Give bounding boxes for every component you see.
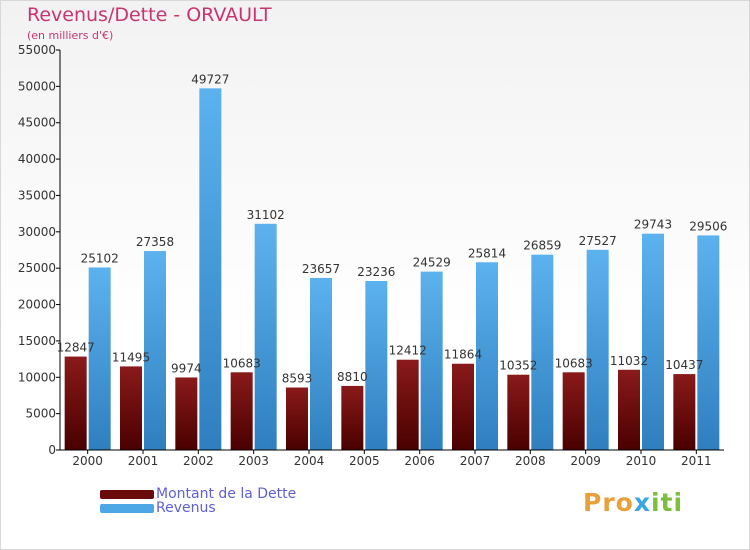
bar-revenus bbox=[586, 249, 609, 450]
data-label-dette: 10352 bbox=[499, 359, 537, 373]
bar-dette bbox=[673, 374, 696, 450]
bar-revenus bbox=[88, 267, 111, 450]
legend-swatch-dette bbox=[100, 489, 154, 499]
y-tick-label: 15000 bbox=[18, 334, 56, 348]
bar-revenus bbox=[420, 271, 443, 450]
legend-swatch-revenus bbox=[100, 503, 154, 513]
legend-label-revenus: Revenus bbox=[156, 500, 216, 516]
y-tick-label: 20000 bbox=[18, 298, 56, 312]
legend-item-dette: Montant de la Dette bbox=[100, 486, 297, 502]
x-tick-label: 2002 bbox=[183, 454, 214, 468]
proxiti-logo: Proxiti bbox=[583, 488, 684, 517]
data-label-dette: 10683 bbox=[223, 356, 261, 370]
bar-dette bbox=[341, 385, 364, 450]
y-tick-label: 55000 bbox=[18, 43, 56, 57]
bar-dette bbox=[175, 377, 198, 450]
data-label-revenus: 31102 bbox=[247, 208, 285, 222]
data-label-dette: 8593 bbox=[282, 372, 313, 386]
data-label-revenus: 25102 bbox=[81, 251, 119, 265]
bars: 12847 25102 11495 27358 9974 49727 10683 31102 8… bbox=[57, 72, 727, 450]
y-tick-label: 30000 bbox=[18, 225, 56, 239]
data-label-dette: 8810 bbox=[337, 370, 368, 384]
x-tick-label: 2005 bbox=[349, 454, 380, 468]
y-axis: 0 5000 10000 15000 20000 25000 30000 35000 40000… bbox=[18, 43, 61, 457]
y-tick-label: 25000 bbox=[18, 261, 56, 275]
bar-dette bbox=[618, 369, 640, 450]
y-tick-label: 45000 bbox=[18, 116, 56, 130]
x-tick-label: 2008 bbox=[515, 454, 546, 468]
data-label-dette: 11032 bbox=[610, 354, 648, 368]
x-tick-label: 2010 bbox=[626, 454, 657, 468]
data-label-dette: 11864 bbox=[444, 348, 482, 362]
data-label-revenus: 29743 bbox=[634, 218, 672, 232]
data-label-revenus: 24529 bbox=[413, 256, 451, 270]
x-tick-label: 2009 bbox=[570, 454, 601, 468]
data-label-revenus: 27527 bbox=[579, 234, 617, 248]
bar-dette bbox=[120, 366, 142, 450]
bar-dette bbox=[562, 372, 585, 450]
data-label-revenus: 25814 bbox=[468, 246, 506, 260]
x-tick-label: 2003 bbox=[238, 454, 269, 468]
chart-title: Revenus/Dette - ORVAULT bbox=[27, 4, 272, 26]
data-label-dette: 10683 bbox=[555, 356, 593, 370]
x-tick-label: 2007 bbox=[460, 454, 491, 468]
bar-revenus bbox=[476, 262, 498, 450]
bar-revenus bbox=[254, 223, 277, 450]
bar-revenus bbox=[697, 235, 720, 450]
data-label-revenus: 23657 bbox=[302, 262, 340, 276]
data-label-revenus: 49727 bbox=[191, 72, 229, 86]
bar-dette bbox=[396, 359, 419, 450]
bar-dette bbox=[452, 363, 474, 450]
x-tick-label: 2006 bbox=[404, 454, 435, 468]
data-label-revenus: 29506 bbox=[689, 219, 727, 233]
y-tick-label: 50000 bbox=[18, 79, 56, 93]
x-tick-label: 2004 bbox=[294, 454, 325, 468]
bar-revenus bbox=[365, 281, 388, 450]
bar-dette bbox=[286, 387, 308, 450]
bar-revenus bbox=[531, 254, 554, 450]
chart-subtitle: (en milliers d'€) bbox=[27, 29, 114, 42]
y-tick-label: 10000 bbox=[18, 370, 56, 384]
bar-dette bbox=[230, 372, 253, 450]
legend-item-revenus: Revenus bbox=[100, 500, 216, 516]
bar-dette bbox=[64, 356, 87, 450]
data-label-revenus: 23236 bbox=[357, 265, 395, 279]
x-tick-label: 2001 bbox=[128, 454, 159, 468]
bar-revenus bbox=[199, 88, 222, 450]
data-label-dette: 12412 bbox=[389, 344, 427, 358]
y-tick-label: 5000 bbox=[25, 407, 56, 421]
bar-revenus bbox=[642, 233, 664, 450]
data-label-dette: 10437 bbox=[665, 358, 703, 372]
bar-revenus bbox=[144, 251, 166, 450]
x-tick-label: 2000 bbox=[72, 454, 103, 468]
data-label-dette: 9974 bbox=[171, 361, 202, 375]
x-tick-label: 2011 bbox=[681, 454, 712, 468]
data-label-dette: 12847 bbox=[57, 341, 95, 355]
data-label-dette: 11495 bbox=[112, 350, 150, 364]
bar-dette bbox=[507, 374, 530, 450]
data-label-revenus: 26859 bbox=[523, 239, 561, 253]
y-tick-label: 0 bbox=[48, 443, 56, 457]
y-tick-label: 40000 bbox=[18, 152, 56, 166]
legend-label-dette: Montant de la Dette bbox=[156, 486, 297, 502]
bar-revenus bbox=[310, 277, 332, 450]
data-label-revenus: 27358 bbox=[136, 235, 174, 249]
y-tick-label: 35000 bbox=[18, 188, 56, 202]
x-axis: 2000 2001 2002 2003 2004 2005 2006 2007 2008 2009… bbox=[60, 449, 724, 468]
